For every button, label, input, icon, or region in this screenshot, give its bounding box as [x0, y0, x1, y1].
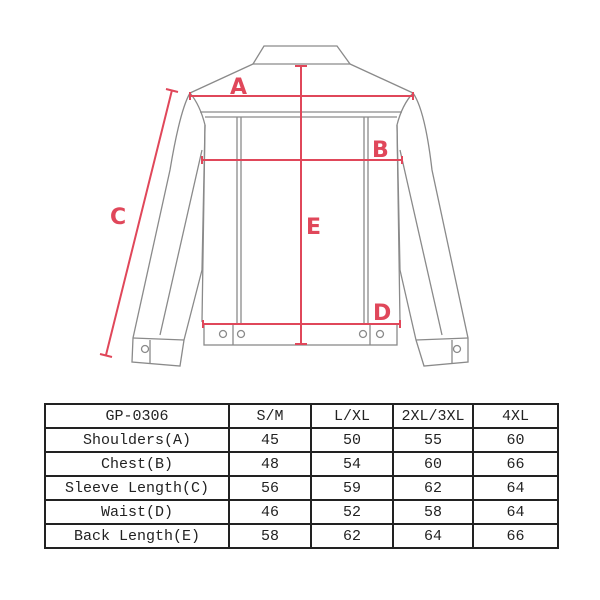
- cuff-button-icon: [140, 344, 150, 354]
- cell: 52: [310, 499, 394, 525]
- row-label: Chest(B): [44, 451, 230, 477]
- cell: 45: [228, 427, 312, 453]
- header-cell: GP-0306: [44, 403, 230, 429]
- header-cell: S/M: [228, 403, 312, 429]
- button-icon: [218, 329, 228, 339]
- row-label: Shoulders(A): [44, 427, 230, 453]
- label-e: E: [306, 215, 321, 240]
- label-d: D: [373, 301, 391, 326]
- header-cell: L/XL: [310, 403, 394, 429]
- shoulder-seams: [189, 63, 414, 94]
- cell: 56: [228, 475, 312, 501]
- cell: 66: [472, 451, 559, 477]
- cell: 64: [472, 499, 559, 525]
- right-sleeve: [396, 92, 469, 367]
- cell: 50: [310, 427, 394, 453]
- placket-lines: [236, 117, 369, 324]
- cell: 55: [392, 427, 474, 453]
- cell: 54: [310, 451, 394, 477]
- left-sleeve: [131, 92, 206, 367]
- cell: 66: [472, 523, 559, 549]
- label-a: A: [230, 75, 247, 100]
- size-table: GP-0306 S/M L/XL 2XL/3XL 4XL Shoulders(A…: [44, 403, 559, 549]
- row-label: Waist(D): [44, 499, 230, 525]
- table-row: Waist(D) 46 52 58 64: [44, 499, 559, 525]
- cell: 60: [392, 451, 474, 477]
- cell: 62: [310, 523, 394, 549]
- row-label: Sleeve Length(C): [44, 475, 230, 501]
- cuff-button-icon: [452, 344, 462, 354]
- header-cell: 4XL: [472, 403, 559, 429]
- measure-lines: [99, 65, 414, 358]
- table-row: Back Length(E) 58 62 64 66: [44, 523, 559, 549]
- button-icon: [236, 329, 246, 339]
- table-row: Sleeve Length(C) 56 59 62 64: [44, 475, 559, 501]
- measure-line-c: [99, 88, 179, 358]
- table-row: Chest(B) 48 54 60 66: [44, 451, 559, 477]
- cell: 46: [228, 499, 312, 525]
- cell: 58: [392, 499, 474, 525]
- button-icon: [358, 329, 368, 339]
- cell: 64: [392, 523, 474, 549]
- label-c: C: [110, 205, 126, 230]
- cell: 64: [472, 475, 559, 501]
- measure-line-e: [295, 65, 307, 345]
- label-b: B: [372, 138, 389, 163]
- cell: 48: [228, 451, 312, 477]
- table-header-row: GP-0306 S/M L/XL 2XL/3XL 4XL: [44, 403, 559, 429]
- row-label: Back Length(E): [44, 523, 230, 549]
- button-icon: [375, 329, 385, 339]
- header-cell: 2XL/3XL: [392, 403, 474, 429]
- cell: 62: [392, 475, 474, 501]
- cell: 60: [472, 427, 559, 453]
- cell: 58: [228, 523, 312, 549]
- jacket-diagram: A B C D E: [99, 45, 469, 367]
- cell: 59: [310, 475, 394, 501]
- collar: [251, 45, 352, 65]
- table-row: Shoulders(A) 45 50 55 60: [44, 427, 559, 453]
